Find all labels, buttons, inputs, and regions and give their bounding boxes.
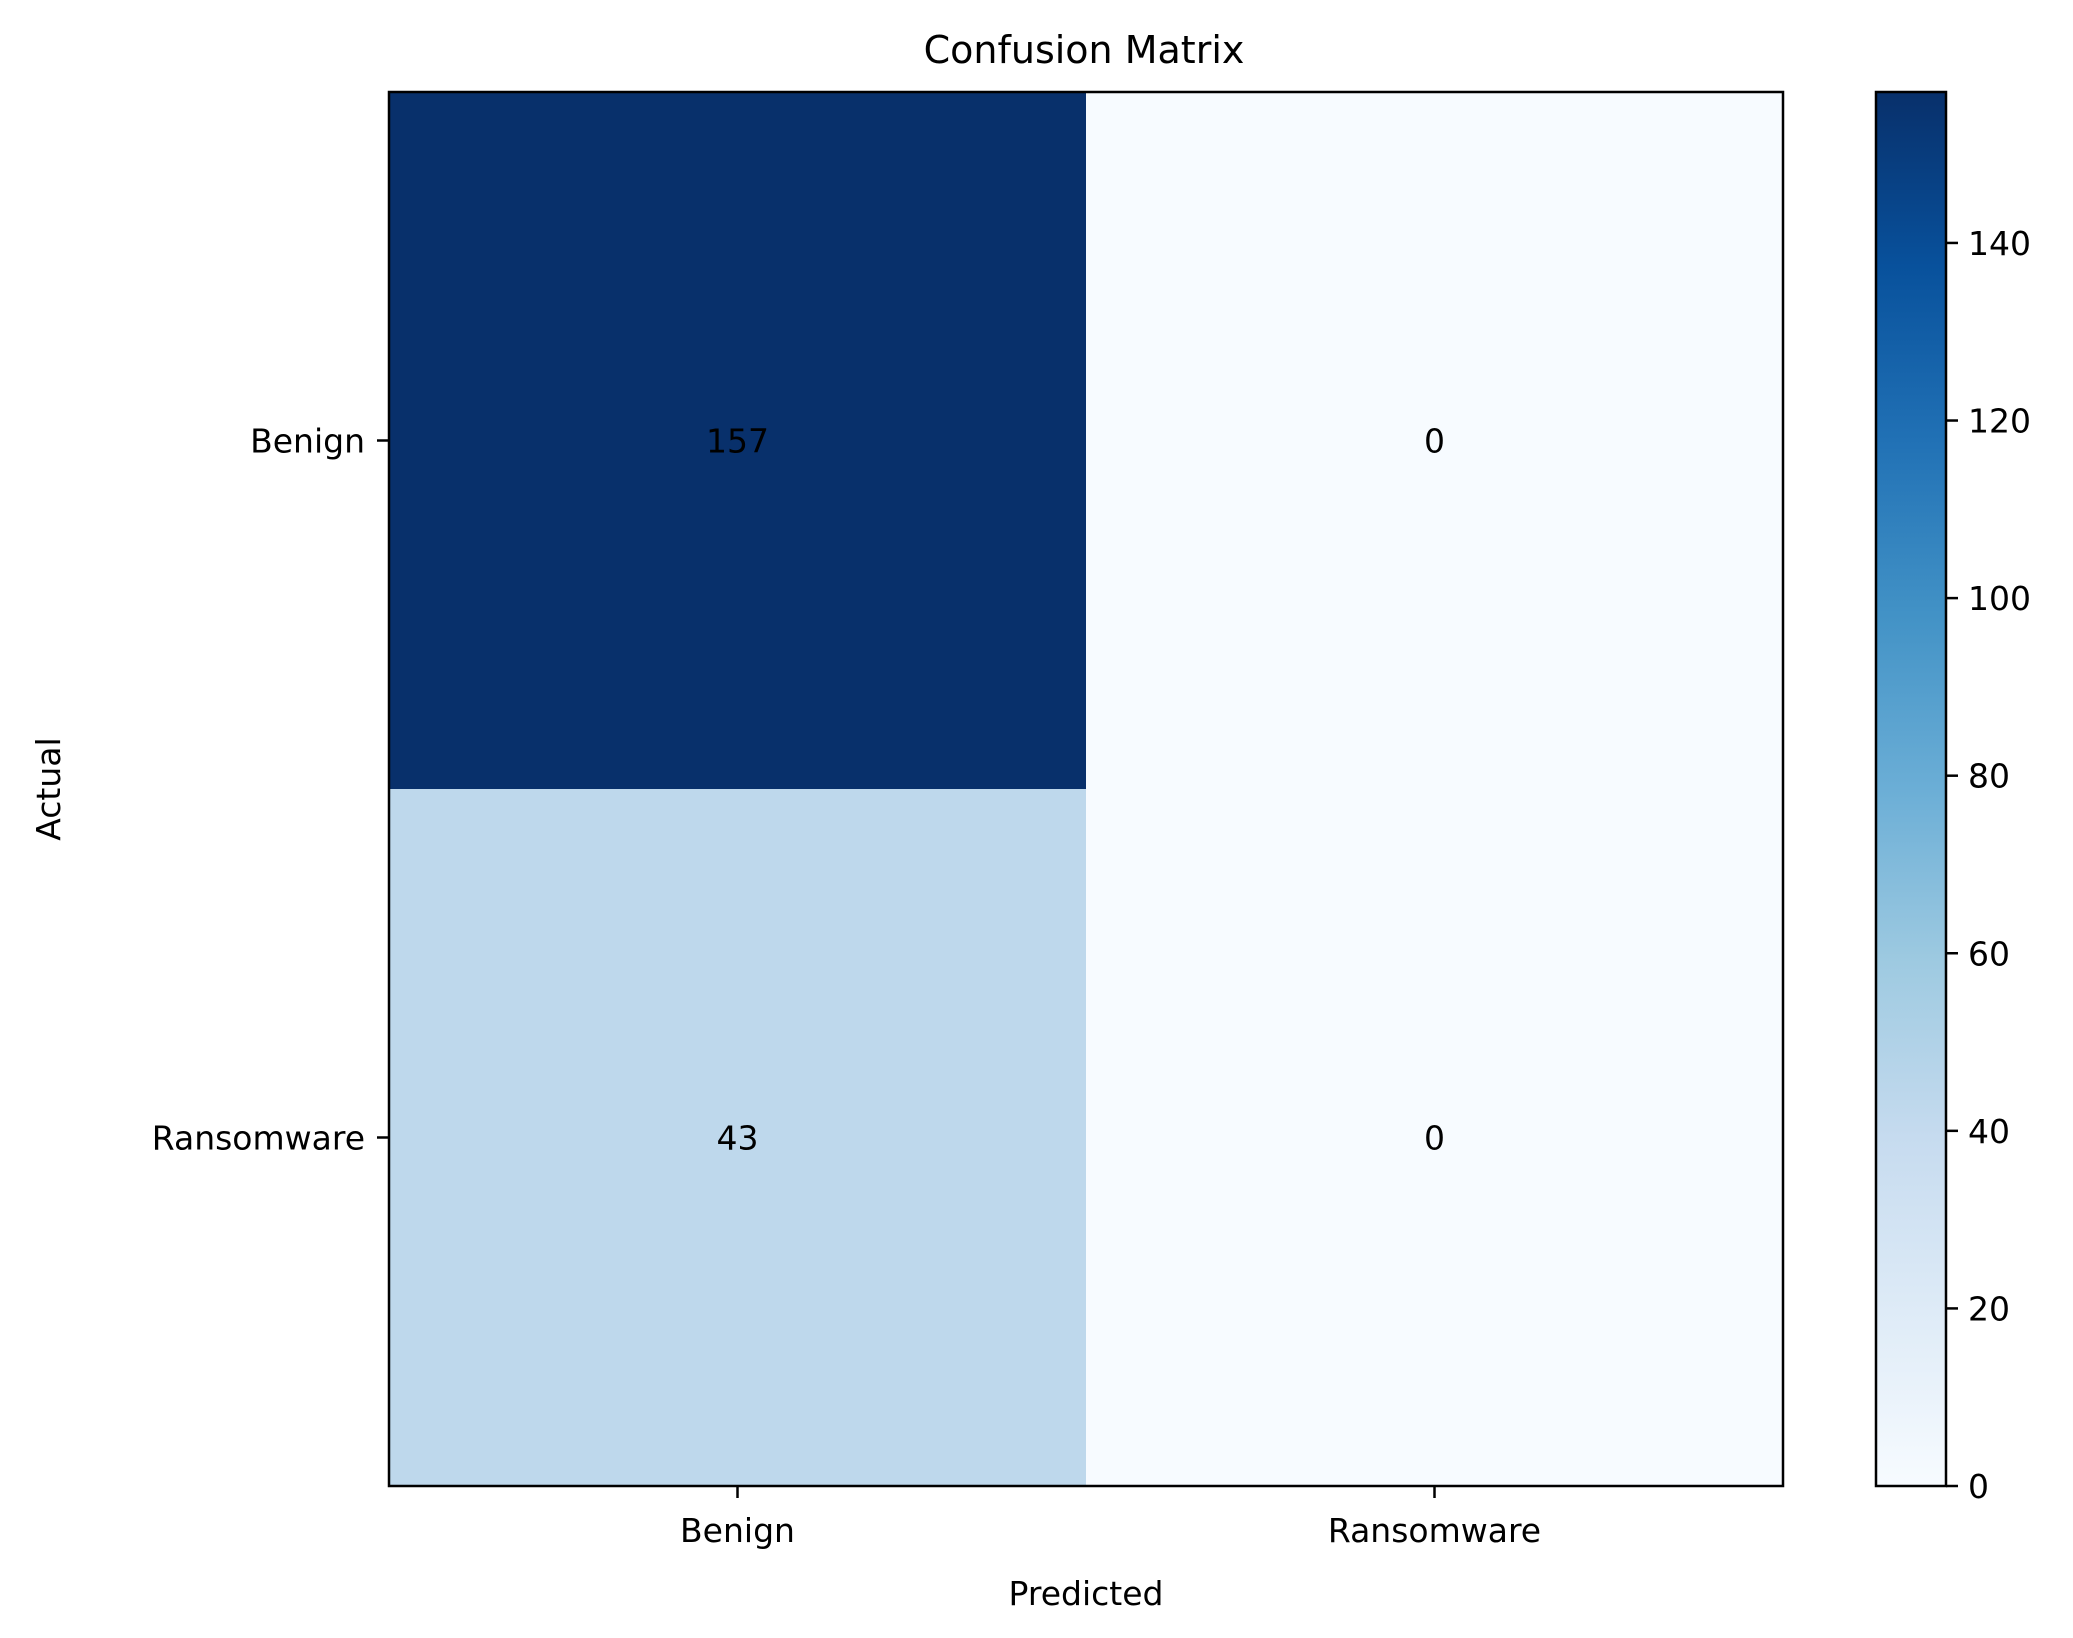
- colorbar-tick-label-3: 60: [1968, 934, 2010, 973]
- x-tick-label-1: Ransomware: [1328, 1511, 1541, 1550]
- colorbar-tick-label-0: 0: [1968, 1467, 1989, 1506]
- y-tick-label-0: Benign: [250, 422, 365, 461]
- x-axis-label: Predicted: [1009, 1574, 1164, 1613]
- cell-value-1-0: 43: [717, 1119, 759, 1158]
- heatmap-cell-0-1: [1086, 92, 1783, 789]
- heatmap-cell-1-0: [389, 789, 1086, 1486]
- colorbar: [1874, 90, 1948, 1488]
- heatmap-cell-1-1: [1086, 789, 1783, 1486]
- y-axis-ticks: Benign Ransomware: [152, 422, 389, 1158]
- chart-title: Confusion Matrix: [924, 28, 1245, 72]
- colorbar-tick-label-7: 140: [1968, 224, 2031, 263]
- colorbar-tick-label-2: 40: [1968, 1112, 2010, 1151]
- cell-value-labels: 157 0 43 0: [706, 422, 1445, 1158]
- x-tick-label-0: Benign: [680, 1511, 795, 1550]
- cell-value-0-0: 157: [706, 422, 769, 461]
- heatmap-cells: [389, 92, 1783, 1486]
- colorbar-ticks: 0 20 40 60 80 100 120 140: [1946, 224, 2031, 1506]
- colorbar-tick-label-1: 20: [1968, 1289, 2010, 1328]
- cell-value-1-1: 0: [1424, 1119, 1445, 1158]
- x-axis-ticks: Benign Ransomware: [680, 1486, 1541, 1550]
- plot-frame: [387, 90, 1785, 1488]
- cell-value-0-1: 0: [1424, 422, 1445, 461]
- y-tick-label-1: Ransomware: [152, 1119, 365, 1158]
- colorbar-tick-label-6: 120: [1968, 402, 2031, 441]
- colorbar-tick-label-5: 100: [1968, 579, 2031, 618]
- colorbar-tick-label-4: 80: [1968, 757, 2010, 796]
- y-axis-label: Actual: [29, 737, 68, 840]
- heatmap-cell-0-0: [389, 92, 1086, 789]
